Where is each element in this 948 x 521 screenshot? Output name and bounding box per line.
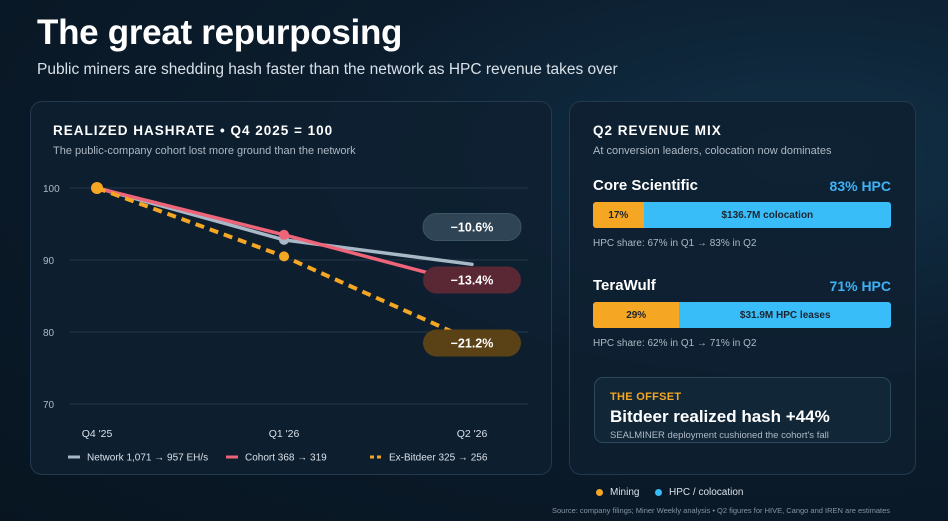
series-end-label: −21.2% [451, 337, 494, 351]
source-note: Source: company filings; Miner Weekly an… [552, 506, 891, 515]
legend-label: Ex-Bitdeer 325 → 256 [389, 453, 488, 464]
data-point [279, 229, 289, 240]
mix-bar-core-scientific: 17% $136.7M colocation [593, 202, 891, 228]
mix-note-terawulf: HPC share: 62% in Q1 → 71% in Q2 [593, 338, 757, 349]
mix-segment-hpc: $31.9M HPC leases [679, 302, 891, 328]
series-line [96, 186, 473, 343]
offset-label: THE OFFSET [610, 391, 682, 403]
revenue-mix-title: Q2 REVENUE MIX [593, 123, 722, 138]
page-subtitle: Public miners are shedding hash faster t… [37, 61, 618, 78]
data-point [91, 182, 103, 194]
data-point [279, 251, 289, 262]
x-tick-label: Q4 '25 [82, 428, 113, 440]
x-tick-label: Q2 '26 [457, 428, 488, 440]
mix-segment-mining: 29% [593, 302, 680, 328]
company-share-core-scientific: 83% HPC [829, 178, 891, 194]
legend-mining: Mining [596, 487, 639, 498]
series-end-label: −10.6% [451, 221, 494, 235]
company-name-terawulf: TeraWulf [593, 277, 656, 294]
mix-note-core-scientific: HPC share: 67% in Q1 → 83% in Q2 [593, 238, 757, 249]
company-share-terawulf: 71% HPC [829, 278, 891, 294]
series-end-label-bg [422, 213, 522, 241]
hpc-dot-icon [655, 489, 662, 496]
x-tick-label: Q1 '26 [269, 428, 300, 440]
y-tick-label: 100 [43, 184, 60, 195]
legend-label: Cohort 368 → 319 [245, 453, 327, 464]
offset-callout: THE OFFSET Bitdeer realized hash +44% SE… [594, 377, 891, 443]
legend-mining-label: Mining [610, 487, 640, 498]
y-tick-label: 70 [43, 400, 55, 411]
revenue-mix-subtitle: At conversion leaders, colocation now do… [593, 145, 832, 157]
company-name-core-scientific: Core Scientific [593, 177, 699, 194]
page-title: The great repurposing [37, 13, 403, 52]
hashrate-chart-title: REALIZED HASHRATE • Q4 2025 = 100 [53, 123, 334, 138]
hashrate-chart-subtitle: The public-company cohort lost more grou… [53, 145, 356, 157]
y-tick-label: 80 [43, 328, 55, 339]
legend-hpc-label: HPC / colocation [669, 487, 744, 498]
series-end-label-bg [423, 329, 521, 357]
series-end-label-bg [423, 266, 521, 294]
mix-segment-mining: 17% [593, 202, 644, 228]
offset-headline: Bitdeer realized hash +44% [610, 407, 830, 426]
offset-note: SEALMINER deployment cushioned the cohor… [610, 430, 829, 441]
legend-hpc: HPC / colocation [655, 487, 743, 498]
series-end-label: −13.4% [451, 274, 494, 288]
legend-label: Network 1,071 → 957 EH/s [87, 453, 208, 464]
mix-segment-hpc: $136.7M colocation [643, 202, 891, 228]
mining-dot-icon [596, 489, 603, 496]
mix-bar-terawulf: 29% $31.9M HPC leases [593, 302, 891, 328]
y-tick-label: 90 [43, 256, 55, 267]
